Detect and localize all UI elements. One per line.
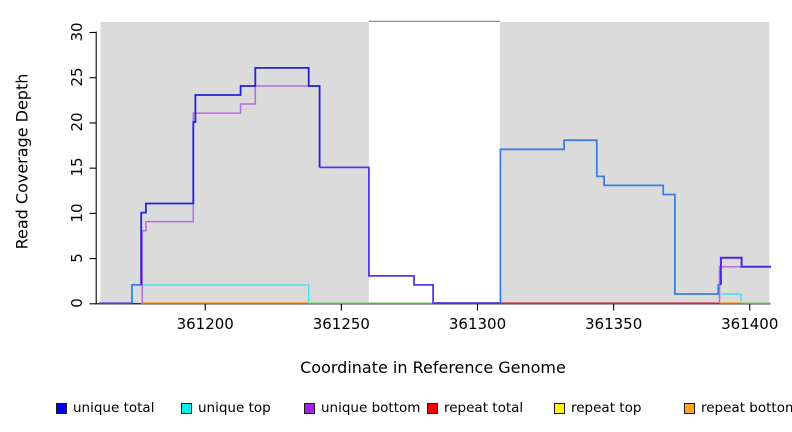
masked-region-shade — [100, 22, 369, 304]
series-line-blue-end-violet — [719, 256, 771, 285]
legend-swatch — [304, 402, 315, 414]
y-tick-label: 5 — [68, 253, 86, 263]
y-tick-label: 20 — [68, 112, 86, 132]
legend-swatch — [554, 402, 565, 414]
series-line-blue-left-main — [140, 67, 321, 285]
x-tick-label: 361200 — [176, 315, 234, 333]
y-tick-label: 15 — [68, 157, 86, 177]
legend-item-repeat-total: repeat total — [427, 399, 523, 417]
x-axis-title: Coordinate in Reference Genome — [300, 358, 566, 377]
legend-item-unique-top: unique top — [181, 399, 271, 417]
legend-swatch — [684, 402, 695, 414]
legend: unique total unique top unique bottom repea… — [0, 399, 792, 421]
legend-item-unique-bottom: unique bottom — [304, 399, 420, 417]
legend-item-repeat-bottom: repeat bottom — [684, 399, 792, 417]
y-tick-label: 30 — [68, 22, 86, 42]
x-tick-label: 361350 — [584, 315, 643, 333]
legend-item-repeat-top: repeat top — [554, 399, 641, 417]
x-tick-label: 361300 — [448, 315, 507, 333]
y-tick-label: 0 — [68, 298, 86, 308]
series-line-cyan-right — [720, 293, 742, 302]
series-line-cyan-left — [132, 284, 310, 302]
legend-swatch — [56, 402, 67, 414]
legend-label: unique total — [73, 400, 155, 416]
legend-swatch — [427, 402, 438, 414]
masked-region-shade — [499, 22, 770, 304]
legend-item-unique-total: unique total — [56, 399, 154, 417]
y-tick-label: 25 — [68, 67, 86, 87]
legend-label: repeat total — [444, 400, 524, 416]
series-line-blue-right-main — [499, 139, 721, 303]
x-tick-label: 361250 — [312, 315, 370, 333]
legend-label: unique bottom — [321, 400, 421, 416]
y-axis-title: Read Coverage Depth — [12, 73, 32, 250]
y-tick-label: 10 — [68, 203, 86, 223]
series-line-purple-left — [141, 85, 321, 303]
series-line-blue-gap-violet — [319, 166, 500, 304]
legend-label: unique top — [198, 400, 271, 416]
series-line-blue-left-rise — [131, 283, 142, 303]
x-tick-label: 361400 — [721, 315, 779, 333]
legend-swatch — [181, 402, 192, 414]
legend-label: repeat top — [571, 400, 642, 416]
legend-label: repeat bottom — [701, 400, 792, 416]
